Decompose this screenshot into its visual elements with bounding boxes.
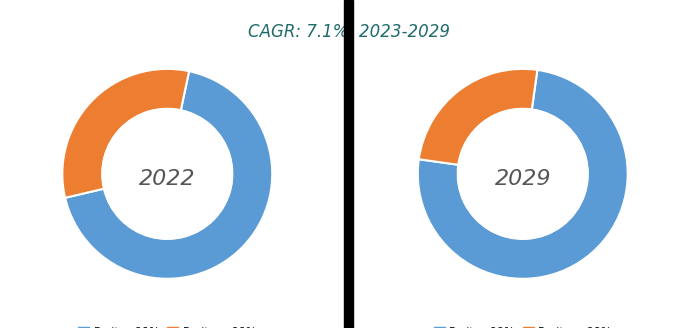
Legend: Purity≥99%, Purity < 99%: Purity≥99%, Purity < 99%: [74, 322, 261, 328]
Wedge shape: [419, 69, 537, 165]
Legend: Purity≥99%, Purity < 99%: Purity≥99%, Purity < 99%: [429, 322, 616, 328]
Circle shape: [102, 109, 232, 239]
Text: 2029: 2029: [494, 169, 551, 189]
Wedge shape: [418, 70, 628, 279]
Circle shape: [458, 109, 588, 239]
Text: 2022: 2022: [139, 169, 196, 189]
Wedge shape: [62, 69, 189, 198]
Text: CAGR: 7.1%  2023-2029: CAGR: 7.1% 2023-2029: [247, 23, 450, 41]
Wedge shape: [65, 71, 273, 279]
